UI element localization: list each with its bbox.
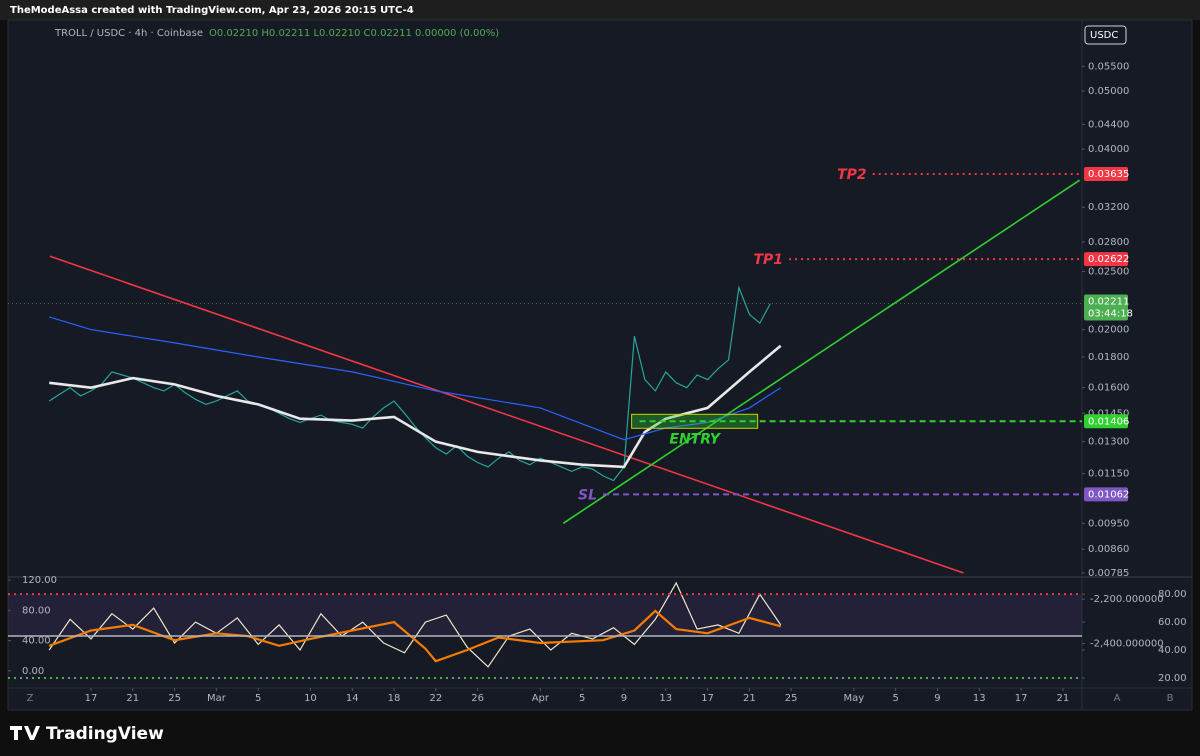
y2-tick-label: 0.00 <box>22 666 44 677</box>
y-tick-label: 0.02000 <box>1088 325 1129 336</box>
trendline <box>562 179 1081 524</box>
y-tick-label: 80.00 <box>1158 589 1187 600</box>
y-tick-label: 0.02500 <box>1088 266 1129 277</box>
currency[interactable]: USDC <box>1090 30 1118 41</box>
y2-tick-label: 80.00 <box>22 605 51 616</box>
y-tick-label: 0.05000 <box>1088 86 1129 97</box>
x-tick-label: 18 <box>388 693 401 704</box>
level-label: SL <box>578 487 597 503</box>
ohlc: O0.02210 H0.02211 L0.02210 C0.02211 0.00… <box>209 28 499 39</box>
brand-logo <box>10 726 40 740</box>
corner-button[interactable]: A <box>1114 693 1121 704</box>
trendline <box>49 255 964 574</box>
last-price-label: 0.02211 <box>1088 296 1129 307</box>
symbol-legend: TROLL / USDC · 4h · Coinbase O0.02210 H0.… <box>54 28 499 39</box>
y-tick-label: 60.00 <box>1158 617 1187 628</box>
x-tick-label: 21 <box>1057 693 1070 704</box>
price-tag-label: 0.01062 <box>1088 489 1129 500</box>
x-tick-label: 9 <box>621 693 627 704</box>
y-tick-label: 0.01150 <box>1088 469 1129 480</box>
x-tick-label: 17 <box>85 693 98 704</box>
y-tick-label: 0.03200 <box>1088 202 1129 213</box>
x-tick-label: May <box>844 693 865 704</box>
x-tick-label: 13 <box>659 693 672 704</box>
y-tick-label: 0.01450 <box>1088 408 1129 419</box>
brand: TradingView <box>46 724 164 744</box>
currency-button[interactable] <box>1084 25 1127 45</box>
x-tick-label: 22 <box>429 693 442 704</box>
credit: TheModeAssa created with TradingView.com… <box>10 5 414 16</box>
symbol: TROLL / USDC · 4h · Coinbase <box>54 28 203 39</box>
y-tick-label: 0.00860 <box>1088 544 1129 555</box>
price-tag <box>1084 414 1128 429</box>
y-tick-label: 0.00950 <box>1088 518 1129 529</box>
x-tick-label: 10 <box>304 693 317 704</box>
corner-button[interactable]: Z <box>27 693 34 704</box>
x-tick-label: 5 <box>255 693 261 704</box>
x-tick-label: 21 <box>743 693 756 704</box>
price-tag <box>1084 252 1128 267</box>
y-tick-label: 0.00785 <box>1088 568 1129 579</box>
last-price-tag <box>1084 294 1128 321</box>
x-tick-label: 5 <box>579 693 585 704</box>
price-line <box>48 285 771 482</box>
countdown: 03:44:18 <box>1088 308 1133 319</box>
x-tick-label: 13 <box>973 693 986 704</box>
x-tick-label: 9 <box>934 693 940 704</box>
x-tick-label: 26 <box>471 693 484 704</box>
y-tick-label: 0.01600 <box>1088 383 1129 394</box>
series-line <box>49 316 782 441</box>
y3-tick-label: -2,400.000000 <box>1090 639 1164 650</box>
y-tick-label: 0.04400 <box>1088 119 1129 130</box>
chart-frame <box>7 19 1193 711</box>
y-tick-label: 0.02800 <box>1088 237 1129 248</box>
pane <box>8 173 1082 574</box>
corner-button[interactable]: B <box>1167 693 1174 704</box>
x-tick-label: 17 <box>701 693 714 704</box>
level-label: TP1 <box>754 252 784 268</box>
price-tag <box>1084 487 1128 502</box>
x-tick-label: 14 <box>346 693 359 704</box>
y-tick-label: 0.04000 <box>1088 144 1129 155</box>
top-bar <box>0 0 1200 20</box>
x-tick-label: Apr <box>532 693 550 704</box>
y-tick-label: 40.00 <box>1158 645 1187 656</box>
x-tick-label: 25 <box>785 693 798 704</box>
y2-tick-label: 40.00 <box>22 636 51 647</box>
band <box>8 594 1082 637</box>
x-tick-label: 17 <box>1015 693 1028 704</box>
x-tick-label: 25 <box>168 693 181 704</box>
y3-tick-label: -2,200.000000 <box>1090 594 1164 605</box>
level-label: ENTRY <box>669 431 721 447</box>
y-tick-label: 0.01800 <box>1088 352 1129 363</box>
price-tag-label: 0.03635 <box>1088 169 1129 180</box>
x-tick-label: 21 <box>126 693 139 704</box>
x-tick-label: Mar <box>207 693 227 704</box>
y2-tick-label: 120.00 <box>22 575 57 586</box>
y-tick-label: 0.01300 <box>1088 437 1129 448</box>
price-tag <box>1084 167 1128 182</box>
price-tag-label: 0.01406 <box>1088 416 1129 427</box>
y-tick-label: 0.05500 <box>1088 61 1129 72</box>
y-tick-label: 20.00 <box>1158 673 1187 684</box>
series-line <box>49 344 782 469</box>
x-tick-label: 5 <box>892 693 898 704</box>
price-tag-label: 0.02622 <box>1088 254 1129 265</box>
level-label: TP2 <box>837 167 867 183</box>
pane <box>8 581 1082 679</box>
